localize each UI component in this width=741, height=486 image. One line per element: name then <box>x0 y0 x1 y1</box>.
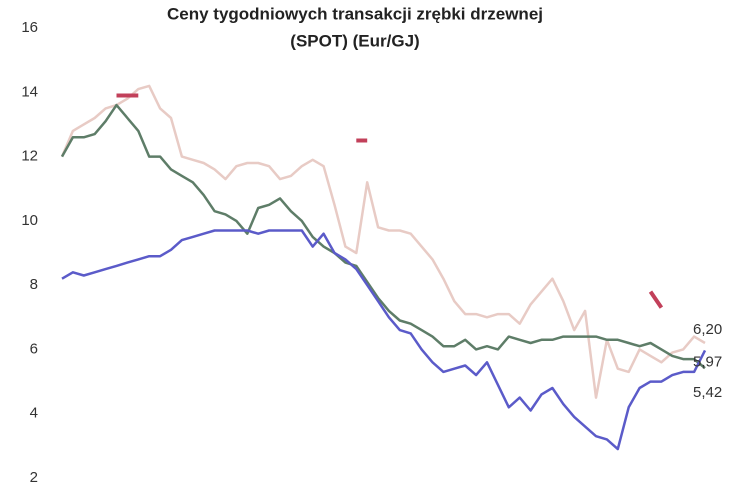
value-label: 5,97 <box>693 353 722 370</box>
y-tick-label: 14 <box>21 83 38 100</box>
chart-title: Ceny tygodniowych transakcji zrębki drze… <box>167 4 543 23</box>
y-tick-label: 6 <box>30 340 38 357</box>
value-label: 6,20 <box>693 321 722 338</box>
y-tick-label: 12 <box>21 148 38 165</box>
y-tick-label: 4 <box>30 405 38 422</box>
y-tick-label: 2 <box>30 469 38 486</box>
line <box>60 103 706 370</box>
value-label: 5,42 <box>693 384 722 401</box>
chart-title: (SPOT) (Eur/GJ) <box>290 31 419 50</box>
line <box>116 93 664 309</box>
y-tick-label: 16 <box>21 19 38 36</box>
y-tick-label: 8 <box>30 276 38 293</box>
line <box>60 84 706 399</box>
y-tick-label: 10 <box>21 212 38 229</box>
line <box>61 229 707 451</box>
